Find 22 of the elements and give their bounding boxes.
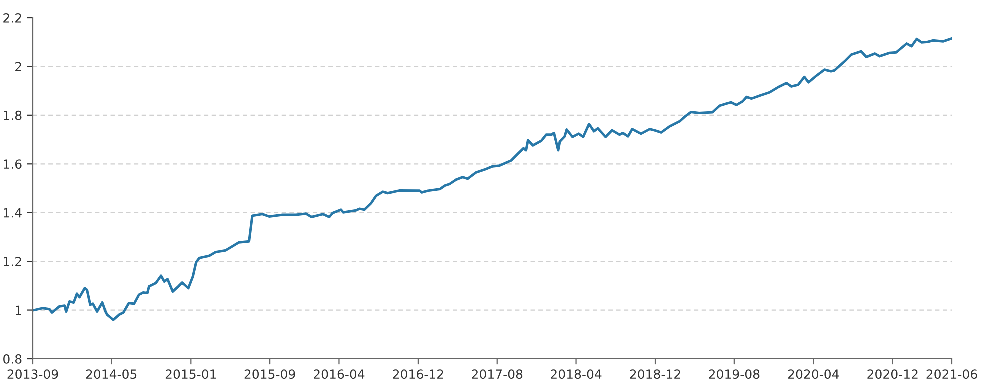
x-tick-label: 2020-12 xyxy=(868,370,918,380)
y-tick-label: 1.2 xyxy=(4,257,22,266)
y-tick-label: 1.6 xyxy=(4,160,22,170)
x-tick-label: 2019-08 xyxy=(709,370,760,380)
y-tick-label: 1 xyxy=(16,306,22,316)
y-tick-label: 1.4 xyxy=(4,208,22,218)
x-tick-label: 2018-04 xyxy=(551,370,602,380)
y-tick-label: 1.8 xyxy=(4,110,22,120)
x-tick-label: 2013-09 xyxy=(8,370,58,380)
x-tick-label: 2016-12 xyxy=(393,370,444,380)
y-tick-label: 0.8 xyxy=(4,354,22,364)
x-tick-label: 2014-05 xyxy=(86,370,137,380)
line-series xyxy=(33,38,952,322)
y-tick-label: 2.2 xyxy=(4,13,22,23)
x-tick-label: 2018-12 xyxy=(630,370,680,380)
x-tick-label: 2020-04 xyxy=(788,370,840,380)
x-tick-label: 2017-08 xyxy=(472,370,523,380)
x-tick-label: 2015-09 xyxy=(244,370,296,380)
x-tick-label: 2021-06 xyxy=(926,370,978,380)
y-tick-label: 2 xyxy=(16,62,22,72)
x-tick-label: 2016-04 xyxy=(314,370,365,380)
x-tick-label: 2015-01 xyxy=(166,370,216,380)
